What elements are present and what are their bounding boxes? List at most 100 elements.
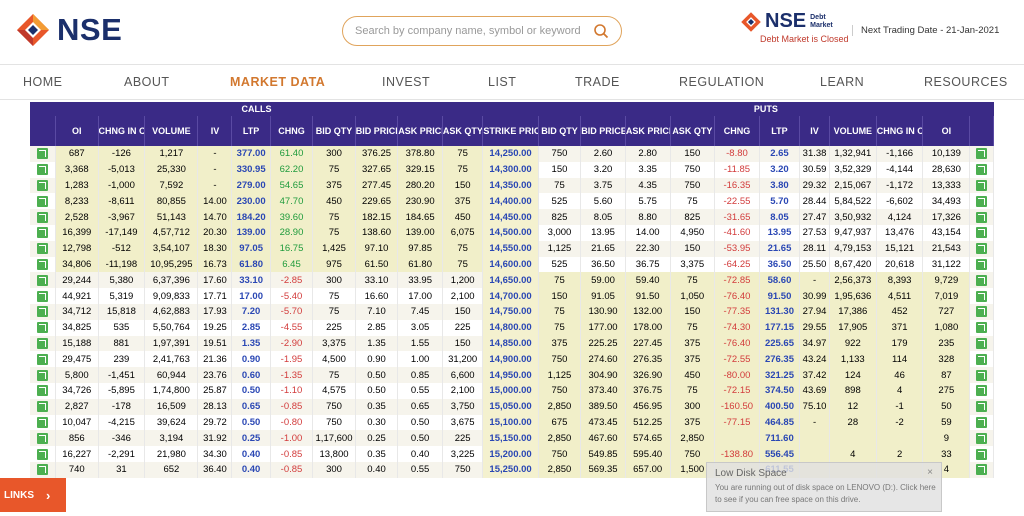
chart-icon[interactable] [37,164,48,176]
chart-icon[interactable] [37,448,48,460]
column-header: CHNG IN OI [876,116,924,146]
search-box[interactable]: Search by company name, symbol or keywor… [342,16,622,46]
nse-logo[interactable]: NSE [15,12,122,48]
chart-icon[interactable] [37,148,48,160]
strike-price-cell[interactable]: 14,850.00 [482,335,539,352]
chart-icon[interactable] [976,401,988,413]
strike-price-cell[interactable]: 14,300.00 [482,161,539,178]
chart-icon[interactable] [37,464,48,476]
strike-price-cell[interactable]: 15,150.00 [482,430,539,447]
chart-icon[interactable] [37,385,48,397]
table-cell: 657.00 [625,461,671,478]
nav-regulation[interactable]: REGULATION [679,75,765,89]
chart-icon[interactable] [976,211,988,223]
table-cell: 549.85 [580,446,626,462]
strike-price-cell[interactable]: 14,600.00 [482,256,539,273]
strike-price-cell[interactable]: 15,000.00 [482,382,539,399]
table-cell: 29,475 [55,351,99,368]
nav-resources[interactable]: RESOURCES [924,75,1008,89]
nav-home[interactable]: HOME [23,75,63,89]
chart-icon[interactable] [976,416,988,428]
table-cell: 1,283 [55,177,99,194]
chart-icon[interactable] [976,385,988,397]
chart-icon[interactable] [976,369,988,381]
search-icon[interactable] [593,23,609,39]
table-cell: 3.35 [625,161,671,178]
nav-learn[interactable]: LEARN [820,75,865,89]
chart-icon[interactable] [976,195,988,207]
chart-icon[interactable] [37,432,48,444]
table-cell: 0.25 [231,430,271,447]
chart-icon[interactable] [976,258,988,270]
chart-icon[interactable] [976,306,988,318]
strike-price-cell[interactable]: 15,100.00 [482,414,539,431]
chart-icon[interactable] [976,290,988,302]
table-cell: 3,000 [538,224,582,241]
chart-icon[interactable] [37,195,48,207]
low-disk-notification[interactable]: Low Disk Space × You are running out of … [706,462,942,512]
table-cell: 0.35 [355,446,399,462]
chart-icon[interactable] [976,274,988,286]
table-cell: 300 [312,146,356,162]
chart-icon[interactable] [37,401,48,413]
search-input[interactable]: Search by company name, symbol or keywor… [355,25,581,37]
table-cell: 300 [312,272,356,289]
chart-icon[interactable] [37,322,48,334]
strike-price-cell[interactable]: 14,900.00 [482,351,539,368]
nav-trade[interactable]: TRADE [575,75,620,89]
chart-icon[interactable] [976,337,988,349]
table-cell: -178 [98,398,146,415]
chart-icon[interactable] [976,243,988,255]
strike-price-cell[interactable]: 14,500.00 [482,224,539,241]
chart-icon[interactable] [37,211,48,223]
nav-market-data[interactable]: MARKET DATA [230,75,326,89]
chart-icon[interactable] [37,306,48,318]
strike-price-cell[interactable]: 14,750.00 [482,303,539,320]
chart-icon[interactable] [976,227,988,239]
nav-about[interactable]: ABOUT [124,75,170,89]
strike-price-cell[interactable]: 14,350.00 [482,177,539,194]
chart-icon[interactable] [976,164,988,176]
chart-icon[interactable] [37,353,48,365]
chart-icon[interactable] [37,290,48,302]
chart-icon[interactable] [37,369,48,381]
strike-price-cell[interactable]: 14,450.00 [482,209,539,225]
links-button[interactable]: LINKS › [0,478,66,512]
chart-icon[interactable] [976,432,988,444]
strike-price-cell[interactable]: 14,550.00 [482,240,539,257]
nav-invest[interactable]: INVEST [382,75,431,89]
table-cell: 184.20 [231,209,271,225]
strike-price-cell[interactable]: 14,400.00 [482,193,539,210]
chart-icon[interactable] [976,448,988,460]
chart-icon[interactable] [37,416,48,428]
strike-price-cell[interactable]: 15,050.00 [482,398,539,415]
chart-icon[interactable] [37,337,48,349]
strike-price-cell[interactable]: 14,250.00 [482,146,539,162]
chart-icon[interactable] [37,243,48,255]
strike-price-cell[interactable]: 14,650.00 [482,272,539,289]
table-cell: 33.10 [355,272,399,289]
table-cell: 5.75 [625,193,671,210]
table-cell: 75 [312,367,356,383]
chart-icon[interactable] [37,274,48,286]
strike-price-cell[interactable]: 14,700.00 [482,288,539,304]
table-cell: -76.40 [714,335,760,352]
nav-list[interactable]: LIST [488,75,517,89]
chart-icon[interactable] [976,179,988,191]
strike-price-cell[interactable]: 15,250.00 [482,461,539,478]
strike-price-cell[interactable]: 14,800.00 [482,319,539,336]
chart-icon[interactable] [976,464,988,476]
debt-market-widget[interactable]: NSE Debt Market Debt Market is Closed [740,10,870,50]
table-cell: 975 [312,256,356,273]
table-cell: 825 [538,209,582,225]
chart-icon[interactable] [37,227,48,239]
strike-price-cell[interactable]: 15,200.00 [482,446,539,462]
chart-icon[interactable] [976,353,988,365]
table-cell: 17.60 [197,272,233,289]
chart-icon[interactable] [37,258,48,270]
chart-icon[interactable] [976,148,988,160]
strike-price-cell[interactable]: 14,950.00 [482,367,539,383]
chart-icon[interactable] [976,322,988,334]
chart-icon[interactable] [37,179,48,191]
close-icon[interactable]: × [927,467,933,478]
